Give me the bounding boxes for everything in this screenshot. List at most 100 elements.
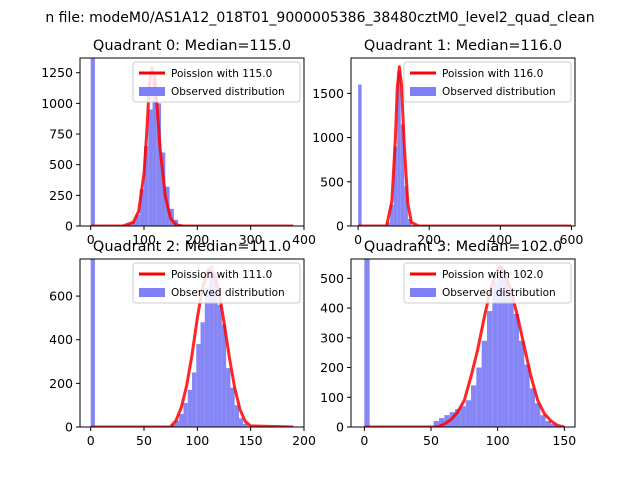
y-tick-label: 400 <box>49 332 73 347</box>
histogram-bar <box>156 103 162 226</box>
histogram-bar <box>524 364 530 427</box>
y-tick-label: 750 <box>49 127 73 142</box>
histogram-bar <box>196 344 201 427</box>
x-tick-label: 200 <box>185 232 209 247</box>
x-tick-label: 150 <box>552 433 576 448</box>
x-tick-label: 400 <box>292 232 316 247</box>
histogram-bar <box>204 287 210 427</box>
x-tick-label: 0 <box>87 232 95 247</box>
histogram-bar <box>476 367 482 427</box>
histogram-bar <box>179 413 184 427</box>
x-tick-label: 200 <box>292 433 316 448</box>
legend-patch-swatch <box>410 87 436 96</box>
histogram-bar <box>492 281 498 427</box>
histogram-bar <box>407 218 412 226</box>
poisson-fit-line <box>358 65 572 226</box>
legend: Poission with 115.0 Observed distribution <box>132 61 301 103</box>
legend-label-poisson: Poission with 111.0 <box>171 269 272 281</box>
histogram-bar <box>90 259 95 427</box>
y-tick-label: 500 <box>49 157 73 172</box>
histogram-bar <box>455 409 461 427</box>
legend-label-observed: Observed distribution <box>442 287 556 299</box>
histogram-bar <box>135 214 140 226</box>
histogram-bar <box>404 186 408 226</box>
histogram-bar <box>439 418 445 427</box>
histogram-bar <box>535 403 541 427</box>
histogram-bar <box>139 189 144 226</box>
legend-label-observed: Observed distribution <box>442 86 556 98</box>
y-tick-label: 600 <box>49 289 73 304</box>
histogram-bar <box>433 421 439 427</box>
histogram-bar <box>551 424 557 427</box>
histogram-bar <box>148 109 153 226</box>
histogram-bar <box>460 406 466 427</box>
histogram-bar <box>234 405 239 427</box>
legend: Poission with 102.0 Observed distribution <box>403 262 572 304</box>
x-tick-label: 100 <box>132 232 156 247</box>
x-tick-label: 100 <box>185 433 209 448</box>
histogram-bar <box>513 314 519 427</box>
legend: Poission with 111.0 Observed distribution <box>132 262 301 304</box>
histogram-bar <box>221 324 227 427</box>
histogram-bar <box>238 418 244 427</box>
histogram-bar <box>226 368 231 427</box>
y-tick-label: 100 <box>320 390 344 405</box>
subplot-title: Quadrant 2: Median=111.0 <box>93 239 291 255</box>
axes-frame <box>79 258 305 428</box>
histogram-bar <box>503 275 509 427</box>
y-tick-label: 500 <box>320 271 344 286</box>
histogram-bar <box>152 78 157 226</box>
histogram-bar <box>209 265 214 427</box>
histogram-bar <box>213 276 218 427</box>
histogram-bar <box>192 372 197 427</box>
y-tick-label: 0 <box>65 219 73 234</box>
histogram-bar <box>540 415 546 427</box>
histogram-bar <box>243 423 248 427</box>
histogram-bar <box>400 124 405 226</box>
x-tick-label: 0 <box>87 433 95 448</box>
histogram-bar <box>358 84 362 226</box>
histogram-bar <box>217 304 222 427</box>
axes-frame <box>350 258 576 428</box>
legend-label-observed: Observed distribution <box>171 86 285 98</box>
histogram-bar <box>90 58 95 226</box>
histogram-bar <box>364 259 370 427</box>
subplot-quadrant-3: 0 50 100 150 0 100 200 300 400 500 Quadrant 3: Med… <box>320 239 576 448</box>
histogram-bar <box>497 266 503 427</box>
histogram-bar <box>200 322 205 427</box>
plot-area <box>358 65 572 226</box>
y-tick-label: 200 <box>49 376 73 391</box>
legend: Poission with 116.0 Observed distribution <box>403 61 572 103</box>
x-tick-label: 0 <box>354 232 362 247</box>
histogram-bar <box>487 311 493 427</box>
subplot-quadrant-1: 0 200 400 600 0 500 1000 1500 Quadrant 1: Median… <box>312 38 583 247</box>
y-tick-label: 0 <box>336 420 344 435</box>
x-tick-label: 50 <box>136 433 152 448</box>
histogram-bar <box>183 403 188 427</box>
y-tick-label: 1500 <box>312 86 344 101</box>
histogram-bar <box>529 388 535 427</box>
histogram-bar <box>174 420 180 427</box>
x-tick-label: 200 <box>417 232 441 247</box>
legend-label-poisson: Poission with 102.0 <box>442 269 543 281</box>
subplot-quadrant-2: 0 50 100 150 200 0 200 400 600 Quadrant 2: Median… <box>49 239 316 448</box>
histogram-bar <box>230 387 235 427</box>
figure-suptitle: n file: modeM0/AS1A12_018T01_9000005386_… <box>45 10 594 26</box>
x-tick-label: 600 <box>560 232 584 247</box>
histogram-bar <box>471 385 477 427</box>
legend-patch-swatch <box>410 288 436 297</box>
y-tick-label: 0 <box>65 420 73 435</box>
legend-patch-swatch <box>139 288 165 297</box>
histogram-bar <box>144 146 149 226</box>
subplot-title: Quadrant 3: Median=102.0 <box>364 239 562 255</box>
legend-label-poisson: Poission with 116.0 <box>442 68 543 80</box>
histogram-bar <box>187 389 192 427</box>
legend-label-observed: Observed distribution <box>171 287 285 299</box>
y-tick-label: 0 <box>336 219 344 234</box>
histogram-bar <box>508 290 514 427</box>
subplot-title: Quadrant 1: Median=116.0 <box>364 38 562 54</box>
y-tick-label: 1000 <box>312 130 344 145</box>
x-tick-label: 150 <box>239 433 263 448</box>
y-tick-label: 250 <box>49 188 73 203</box>
